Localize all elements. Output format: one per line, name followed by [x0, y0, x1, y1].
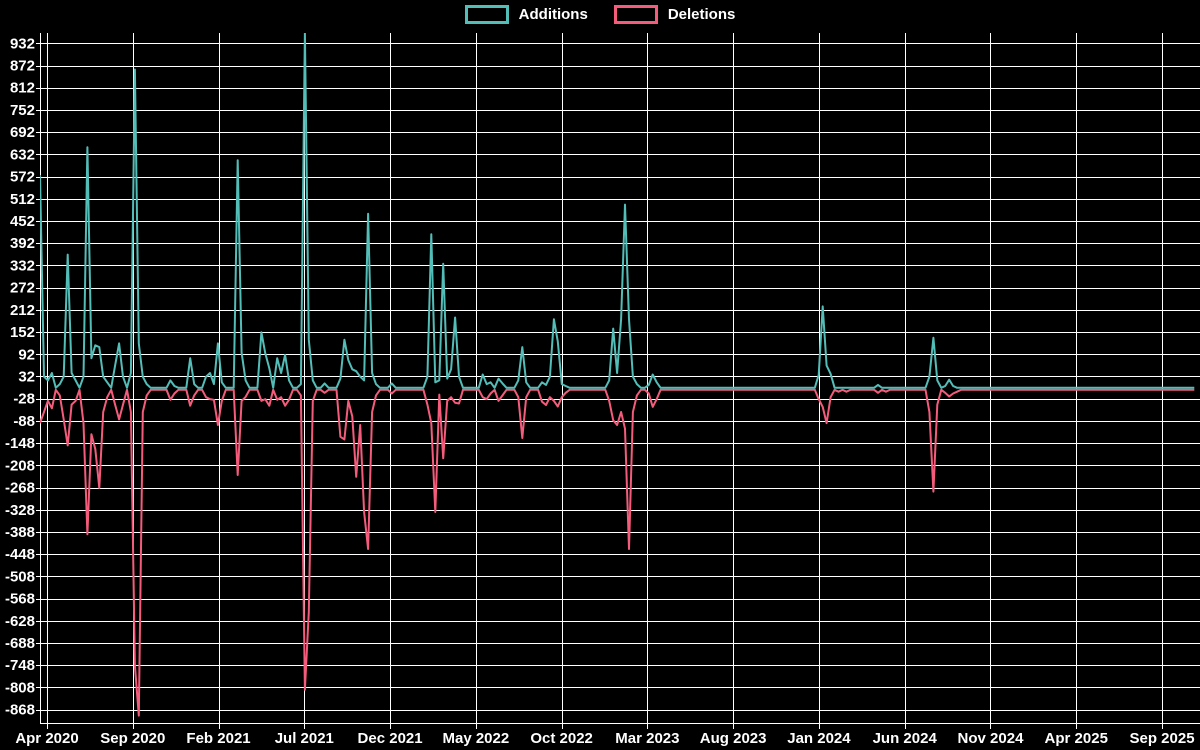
y-tick-label: 572	[10, 169, 35, 186]
x-tick-label: Nov 2024	[958, 730, 1025, 747]
y-tick-label: 32	[18, 368, 35, 385]
y-tick-label: 512	[10, 191, 35, 208]
y-tick-label: 332	[10, 257, 35, 274]
y-tick-label: -628	[5, 613, 35, 630]
x-tick-label: Sep 2025	[1129, 730, 1194, 747]
x-tick-label: Feb 2021	[186, 730, 250, 747]
y-tick-label: 872	[10, 58, 35, 75]
y-tick-label: -568	[5, 591, 35, 608]
y-tick-label: 92	[18, 346, 35, 363]
series	[40, 33, 1195, 717]
legend-item-additions[interactable]: Additions	[464, 5, 588, 24]
y-tick-label: -868	[5, 702, 35, 719]
legend-label-additions: Additions	[518, 6, 588, 23]
y-tick-label: 152	[10, 324, 35, 341]
x-tick-label: Aug 2023	[700, 730, 767, 747]
y-tick-label: 692	[10, 124, 35, 141]
y-tick-label: 212	[10, 302, 35, 319]
y-tick-label: -28	[13, 391, 35, 408]
y-tick-label: -688	[5, 635, 35, 652]
y-tick-label: -88	[13, 413, 35, 430]
y-tick-label: -448	[5, 546, 35, 563]
x-tick-label: Jul 2021	[275, 730, 334, 747]
x-tick-label: Jun 2024	[873, 730, 938, 747]
y-tick-label: 272	[10, 280, 35, 297]
y-tick-label: 632	[10, 146, 35, 163]
additions-line	[40, 33, 1195, 389]
y-tick-label: 392	[10, 235, 35, 252]
additions-swatch-icon	[464, 5, 509, 24]
y-tick-label: 752	[10, 102, 35, 119]
x-tick-label: Oct 2022	[530, 730, 593, 747]
y-tick-label: -808	[5, 679, 35, 696]
y-tick-label: -328	[5, 502, 35, 519]
y-tick-label: -388	[5, 524, 35, 541]
deletions-swatch-icon	[613, 5, 658, 24]
x-tick-label: Apr 2020	[15, 730, 78, 747]
y-tick-label: -208	[5, 457, 35, 474]
y-tick-label: 812	[10, 80, 35, 97]
x-tick-label: Jan 2024	[787, 730, 851, 747]
x-tick-label: Apr 2025	[1045, 730, 1108, 747]
y-tick-label: -268	[5, 480, 35, 497]
legend-item-deletions[interactable]: Deletions	[613, 5, 736, 24]
legend: Additions Deletions	[0, 5, 1200, 24]
y-tick-label: 452	[10, 213, 35, 230]
x-tick-label: Mar 2023	[615, 730, 679, 747]
x-tick-label: Sep 2020	[100, 730, 165, 747]
y-tick-label: 932	[10, 35, 35, 52]
x-tick-label: May 2022	[442, 730, 509, 747]
axes	[36, 33, 1200, 729]
y-tick-label: -508	[5, 568, 35, 585]
deletions-line	[40, 388, 1195, 717]
legend-label-deletions: Deletions	[667, 6, 736, 23]
y-tick-label: -748	[5, 657, 35, 674]
x-tick-label: Dec 2021	[358, 730, 423, 747]
y-tick-label: -148	[5, 435, 35, 452]
axis-labels: 932 872 812 752 692 632 572 512 452 392 332 272 212 1…	[5, 35, 1195, 747]
